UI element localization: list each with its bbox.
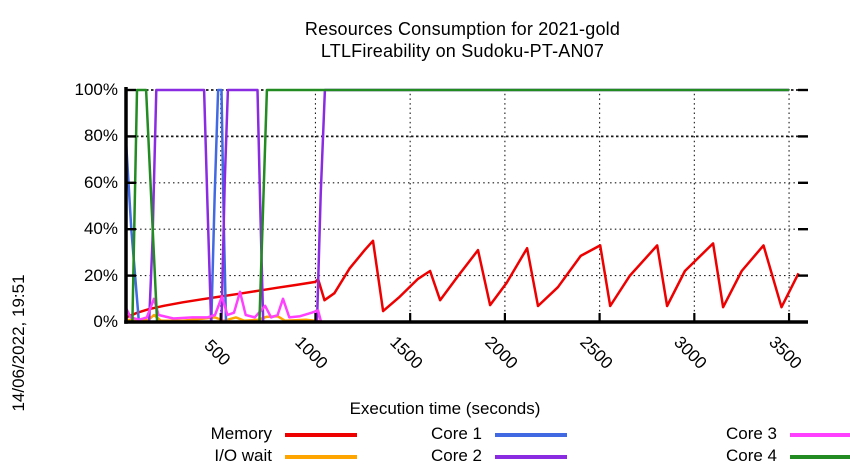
series-core-3-line — [124, 290, 325, 324]
legend-label: Core 2 — [430, 446, 482, 465]
legend-line-swatch — [790, 455, 850, 459]
legend-label: Memory — [210, 424, 272, 443]
y-axis-tick-label: 20% — [83, 265, 118, 285]
x-axis-title: Execution time (seconds) — [349, 399, 541, 418]
legend-label: Core 1 — [430, 424, 482, 443]
legend-line-swatch — [495, 455, 567, 459]
legend-label: Core 3 — [725, 424, 777, 443]
page-title-line-2: LTLFireability on Sudoku-PT-AN07 — [320, 41, 605, 61]
y-axis-tick-label: 100% — [74, 80, 118, 99]
legend-label: Core 4 — [725, 446, 777, 465]
legend-line-swatch — [495, 433, 567, 437]
legend-line-swatch — [285, 455, 357, 459]
page-title-line-1: Resources Consumption for 2021-gold — [304, 19, 621, 39]
y-axis-tick-label: 80% — [83, 126, 118, 146]
legend-line-swatch — [790, 433, 850, 437]
y-axis-tick-label: 40% — [83, 219, 118, 239]
series-core-2-line — [126, 88, 790, 324]
y-axis-tick-label: 60% — [83, 172, 118, 192]
legend-line-swatch — [285, 433, 357, 437]
series-core-4-line — [126, 88, 790, 324]
series-i-o-wait-line — [125, 313, 326, 324]
y-axis-tick-label: 0% — [93, 312, 118, 331]
legend-label: I/O wait — [214, 446, 272, 465]
